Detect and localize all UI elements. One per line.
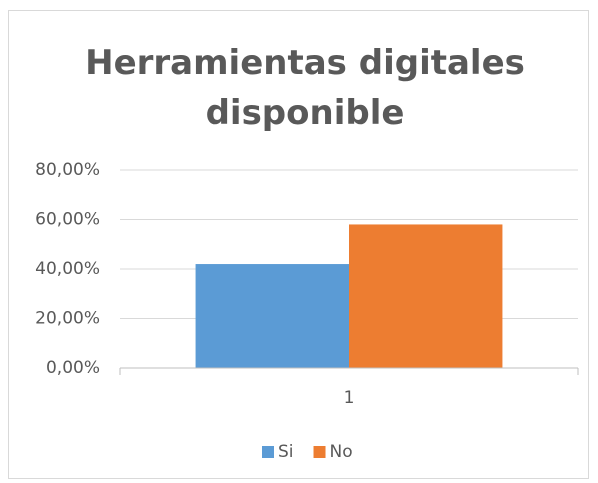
legend-swatch [262, 446, 274, 458]
legend-swatch [313, 446, 326, 458]
x-tick-label: 1 [344, 388, 355, 408]
chart-frame [8, 10, 589, 479]
y-tick-label: 0,00% [46, 358, 100, 378]
legend-label: Si [278, 442, 294, 462]
y-tick-label: 20,00% [35, 309, 100, 329]
y-tick-label: 80,00% [35, 160, 100, 180]
y-tick-label: 60,00% [35, 210, 100, 230]
legend-label: No [330, 442, 353, 462]
bar [349, 224, 503, 368]
bar [195, 264, 349, 368]
y-tick-label: 40,00% [35, 259, 100, 279]
chart-title: Herramientas digitales disponible [85, 43, 525, 133]
